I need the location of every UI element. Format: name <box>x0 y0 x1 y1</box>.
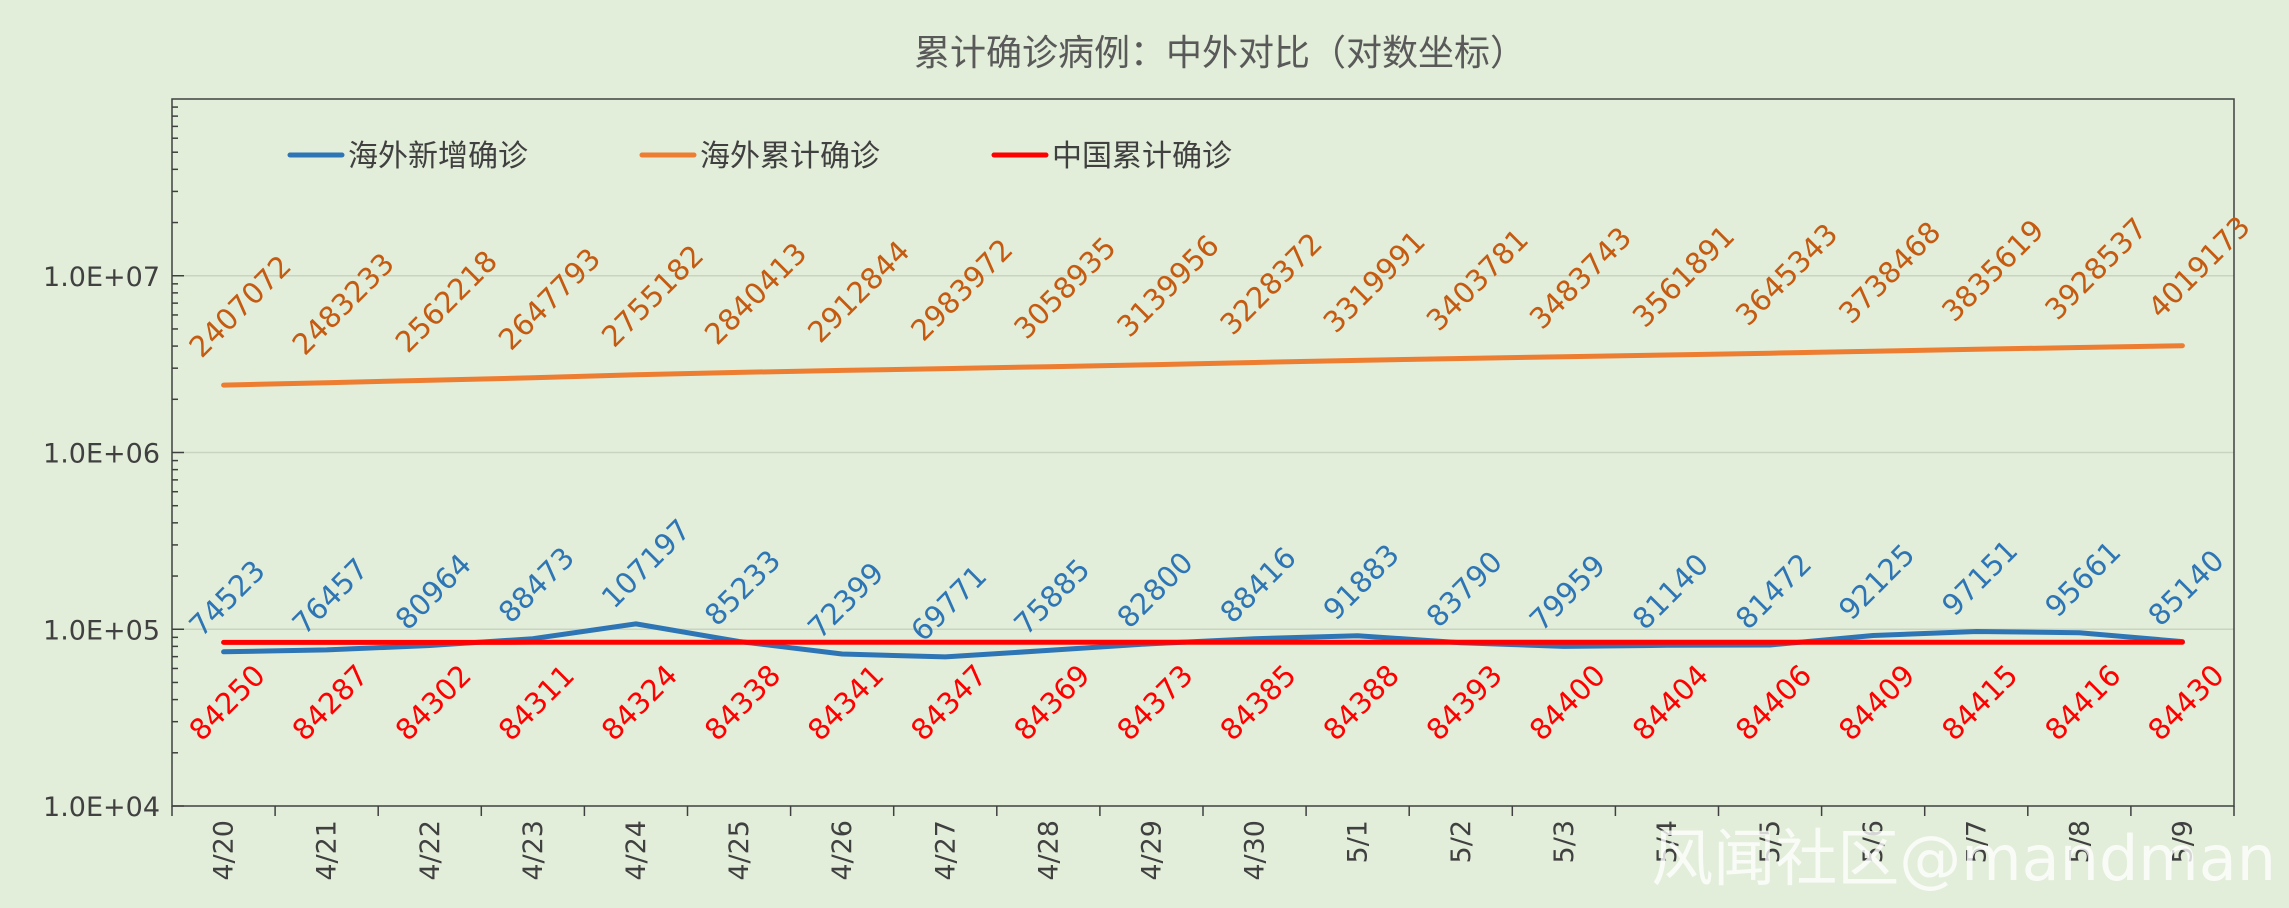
data-label: 76457 <box>286 552 375 641</box>
data-label: 84409 <box>1832 658 1921 747</box>
x-tick-label: 4/30 <box>1240 820 1271 881</box>
data-label: 83790 <box>1420 544 1509 633</box>
y-tick-label: 1.0E+05 <box>43 615 160 646</box>
data-label: 84369 <box>1007 658 1096 747</box>
data-label: 81140 <box>1626 547 1715 636</box>
data-label: 79959 <box>1523 548 1612 637</box>
x-tick-label: 4/29 <box>1136 820 1167 881</box>
x-tick-label: 5/9 <box>2167 820 2198 863</box>
axis-layer: 1.0E+04 1.0E+05 1.0E+06 1.0E+07 4/20 4/21 4/22… <box>43 106 2235 881</box>
data-label: 3058935 <box>1007 230 1122 345</box>
x-tick-label: 5/3 <box>1549 820 1580 863</box>
data-label: 88473 <box>492 540 581 629</box>
data-label: 80964 <box>389 547 478 636</box>
data-label: 82800 <box>1110 545 1199 634</box>
data-label: 84287 <box>286 658 375 747</box>
data-label: 84415 <box>1935 658 2024 747</box>
data-label: 2912844 <box>801 234 916 349</box>
data-label: 84324 <box>595 658 684 747</box>
data-label: 75885 <box>1007 552 1096 641</box>
series-line <box>221 343 2185 388</box>
data-label: 3928537 <box>2038 211 2153 326</box>
data-label: 97151 <box>1935 533 2024 622</box>
x-tick-label: 5/7 <box>1961 820 1992 863</box>
data-label: 85233 <box>698 543 787 632</box>
data-label: 3645343 <box>1729 217 1844 332</box>
x-tick-label: 4/27 <box>930 820 961 881</box>
data-label: 84302 <box>389 658 478 747</box>
y-tick-label: 1.0E+06 <box>43 439 160 470</box>
data-label: 2755182 <box>595 238 710 353</box>
y-tick-label: 1.0E+07 <box>43 262 160 293</box>
data-label: 2983972 <box>904 232 1019 347</box>
x-tick-label: 5/2 <box>1446 820 1477 863</box>
legend-label: 海外累计确诊 <box>700 139 880 174</box>
data-label-layer: 74523 76457 80964 88473 107197 85233 72399 6977… <box>182 209 2256 747</box>
data-label: 69771 <box>904 559 993 648</box>
data-label: 2407072 <box>182 249 297 364</box>
data-label: 84338 <box>698 658 787 747</box>
x-tick-label: 4/25 <box>724 820 755 881</box>
data-label: 85140 <box>2141 543 2230 632</box>
data-label: 2840413 <box>698 236 813 351</box>
legend-label: 中国累计确诊 <box>1052 139 1232 174</box>
legend: 海外新增确诊 海外累计确诊 中国累计确诊 <box>287 139 1232 174</box>
x-tick-label: 5/4 <box>1652 820 1683 863</box>
data-label: 84416 <box>2038 658 2127 747</box>
x-tick-label: 4/26 <box>827 820 858 881</box>
data-label: 2562218 <box>389 244 504 359</box>
data-label: 3835619 <box>1935 213 2050 328</box>
data-label: 107197 <box>595 513 697 615</box>
data-label: 3403781 <box>1420 222 1535 337</box>
data-label: 81472 <box>1729 547 1818 636</box>
x-tick-label: 5/5 <box>1755 820 1786 863</box>
data-label: 84388 <box>1317 658 1406 747</box>
x-tick-label: 5/8 <box>2064 820 2095 863</box>
data-label: 72399 <box>801 556 890 645</box>
data-label: 84373 <box>1110 658 1199 747</box>
data-label: 84250 <box>182 658 271 747</box>
chart-title: 累计确诊病例：中外对比（对数坐标） <box>914 33 1526 74</box>
data-label: 3483743 <box>1523 220 1638 335</box>
data-label: 84430 <box>2141 658 2230 747</box>
data-label: 2647793 <box>492 241 607 356</box>
data-label: 84347 <box>904 658 993 747</box>
data-label: 84404 <box>1626 658 1715 747</box>
data-label: 3319991 <box>1317 224 1432 339</box>
legend-label: 海外新增确诊 <box>348 139 528 174</box>
x-tick-label: 4/23 <box>518 820 549 881</box>
data-label: 3228372 <box>1213 226 1328 341</box>
data-label: 95661 <box>2038 534 2127 623</box>
data-label: 84400 <box>1523 658 1612 747</box>
x-tick-label: 4/22 <box>415 820 446 881</box>
data-label: 92125 <box>1832 537 1921 626</box>
x-tick-label: 4/21 <box>312 820 343 881</box>
data-label: 2483233 <box>286 246 401 361</box>
data-label: 84311 <box>492 658 581 747</box>
watermark-text: 风闻社区@mandman <box>1651 822 2276 895</box>
x-tick-label: 5/6 <box>1858 820 1889 863</box>
x-tick-label: 4/24 <box>621 820 652 881</box>
data-label: 88416 <box>1213 540 1302 629</box>
data-label: 3738468 <box>1832 215 1947 330</box>
data-label: 4019173 <box>2141 209 2256 324</box>
data-label: 84393 <box>1420 658 1509 747</box>
data-label: 3139956 <box>1110 228 1225 343</box>
data-label: 84385 <box>1213 658 1302 747</box>
x-tick-label: 5/1 <box>1343 820 1374 863</box>
grid-layer <box>172 275 2234 630</box>
data-label: 91883 <box>1317 537 1406 626</box>
y-tick-label: 1.0E+04 <box>43 792 160 823</box>
data-label: 84341 <box>801 658 890 747</box>
x-tick-label: 4/20 <box>209 820 240 881</box>
series-layer <box>221 343 2185 660</box>
data-label: 84406 <box>1729 658 1818 747</box>
x-tick-label: 4/28 <box>1033 820 1064 881</box>
